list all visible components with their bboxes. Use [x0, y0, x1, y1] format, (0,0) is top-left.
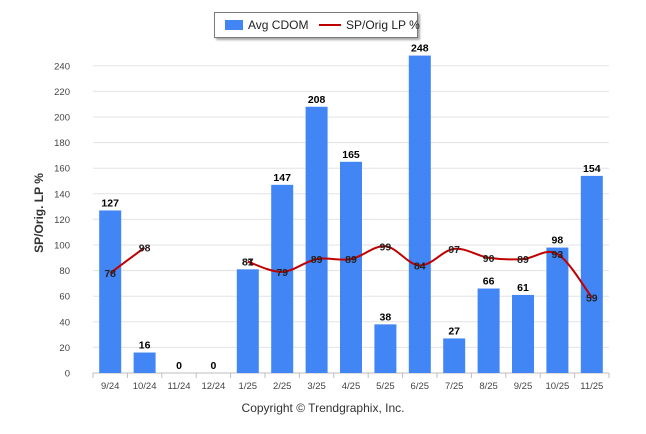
y-tick-label: 60: [59, 292, 70, 303]
legend: Avg CDOM SP/Orig LP %: [214, 12, 420, 38]
x-tick-label: 7/25: [445, 381, 464, 392]
line-value-label: 89: [345, 254, 357, 266]
y-tick-label: 240: [54, 61, 70, 72]
x-tick-label: 2/25: [273, 381, 292, 392]
y-tick-label: 200: [54, 113, 70, 124]
x-tick-label: 12/24: [202, 381, 226, 392]
bar[interactable]: [271, 184, 294, 373]
bar[interactable]: [236, 269, 259, 373]
line-value-label: 87: [242, 257, 254, 269]
bar-value-label: 147: [273, 172, 291, 184]
x-tick-label: 3/25: [307, 381, 326, 392]
bar[interactable]: [374, 324, 397, 373]
y-tick-label: 140: [54, 189, 70, 200]
bar[interactable]: [477, 288, 500, 373]
y-tick-label: 0: [65, 369, 70, 380]
line-value-label: 90: [483, 253, 495, 265]
x-tick-label: 1/25: [239, 381, 258, 392]
x-tick-label: 8/25: [479, 381, 498, 392]
bar[interactable]: [580, 175, 603, 373]
line-value-label: 59: [586, 292, 598, 304]
bar-value-label: 98: [552, 235, 564, 247]
x-tick-label: 6/25: [411, 381, 430, 392]
line-value-label: 89: [311, 254, 323, 266]
bar-value-label: 38: [380, 311, 392, 323]
x-tick-label: 10/25: [546, 381, 570, 392]
bar[interactable]: [305, 106, 328, 373]
bar[interactable]: [546, 247, 569, 373]
line-value-label: 93: [552, 249, 564, 261]
bar-value-label: 165: [342, 149, 360, 161]
bar-value-label: 27: [448, 325, 460, 337]
x-tick-label: 11/24: [167, 381, 190, 392]
line-value-label: 89: [517, 254, 529, 266]
x-tick-label: 10/24: [133, 381, 157, 392]
bar[interactable]: [443, 338, 466, 373]
copyright-footer: Copyright © Trendgraphix, Inc.: [241, 401, 405, 415]
legend-line-swatch: [319, 24, 341, 26]
x-tick-label: 9/24: [101, 381, 120, 392]
y-tick-label: 180: [54, 138, 70, 149]
legend-item-line[interactable]: SP/Orig LP %: [319, 18, 420, 32]
line-value-label: 98: [139, 243, 151, 255]
legend-bar-label: Avg CDOM: [248, 18, 309, 32]
x-tick-label: 11/25: [580, 381, 603, 392]
y-tick-label: 80: [59, 266, 70, 277]
line-value-label: 78: [104, 268, 116, 280]
y-tick-label: 120: [54, 215, 70, 226]
y-tick-label: 220: [54, 87, 70, 98]
bar[interactable]: [340, 161, 362, 373]
line-series-path: [109, 246, 146, 274]
bar-value-label: 81: [242, 256, 254, 268]
y-tick-label: 160: [54, 164, 70, 175]
line-value-label: 84: [414, 260, 426, 272]
bar-value-label: 66: [483, 276, 495, 288]
y-tick-label: 100: [54, 241, 70, 252]
bar[interactable]: [512, 294, 534, 373]
bar-value-label: 0: [176, 360, 182, 372]
bar-value-label: 208: [308, 94, 326, 106]
legend-line-label: SP/Orig LP %: [346, 18, 420, 32]
bar-value-label: 16: [139, 340, 151, 352]
y-axis-title: SP/Orig. LP %: [32, 173, 46, 253]
x-tick-label: 4/25: [342, 381, 361, 392]
bar[interactable]: [408, 55, 431, 374]
x-tick-label: 5/25: [376, 381, 395, 392]
bar-value-label: 127: [101, 197, 119, 209]
y-tick-label: 40: [59, 317, 70, 328]
x-tick-label: 9/25: [514, 381, 533, 392]
bar[interactable]: [133, 352, 156, 373]
bar-value-label: 61: [517, 282, 529, 294]
y-tick-label: 20: [59, 343, 70, 354]
line-value-label: 97: [448, 244, 460, 256]
legend-item-bar[interactable]: Avg CDOM: [225, 18, 308, 32]
bar[interactable]: [99, 210, 122, 373]
bar-value-label: 154: [583, 163, 601, 175]
bar-value-label: 0: [210, 360, 216, 372]
line-value-label: 79: [276, 267, 288, 279]
legend-bar-swatch: [225, 20, 243, 30]
line-series-path: [247, 245, 593, 299]
line-value-label: 99: [380, 241, 392, 253]
bar-value-label: 248: [411, 43, 429, 55]
